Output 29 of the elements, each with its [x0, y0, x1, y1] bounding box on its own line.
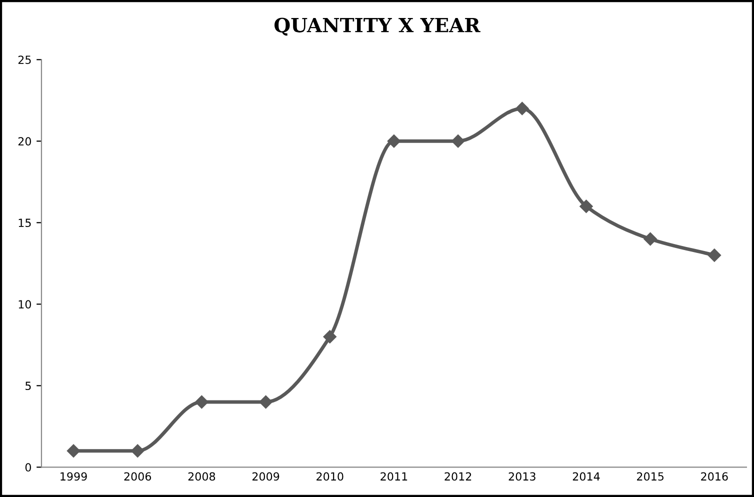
y-tick-label: 0 — [25, 463, 32, 472]
y-tick-label: 5 — [26, 382, 31, 390]
x-tick-label: 2012 — [444, 472, 472, 481]
point — [644, 232, 657, 246]
x-tick-label: 2011 — [380, 472, 408, 481]
x-tick-label: 2008 — [188, 472, 216, 481]
y-tick-label: 10 — [18, 300, 32, 309]
x-tick-label: 1999 — [60, 472, 87, 481]
point — [708, 248, 722, 262]
point — [387, 134, 401, 148]
point — [451, 134, 465, 148]
y-tick-label: 20 — [18, 137, 32, 146]
point — [259, 395, 272, 409]
point — [516, 102, 529, 116]
x-tick-label: 2010 — [316, 472, 344, 481]
point — [66, 444, 80, 458]
x-tick-label: 2016 — [701, 472, 728, 481]
point — [580, 200, 593, 213]
x-tick-label: 2014 — [572, 472, 600, 481]
y-tick-label: 25 — [18, 56, 31, 64]
point — [323, 330, 336, 344]
x-tick-label: 2006 — [124, 472, 152, 481]
point — [131, 444, 144, 458]
x-tick-label: 2009 — [252, 472, 280, 481]
x-tick-label: 2013 — [508, 472, 536, 481]
chart-title: QUANTITY X YEAR — [274, 18, 480, 36]
y-tick-label: 15 — [18, 218, 31, 228]
point — [195, 395, 208, 409]
x-tick-label: 2015 — [637, 472, 664, 481]
